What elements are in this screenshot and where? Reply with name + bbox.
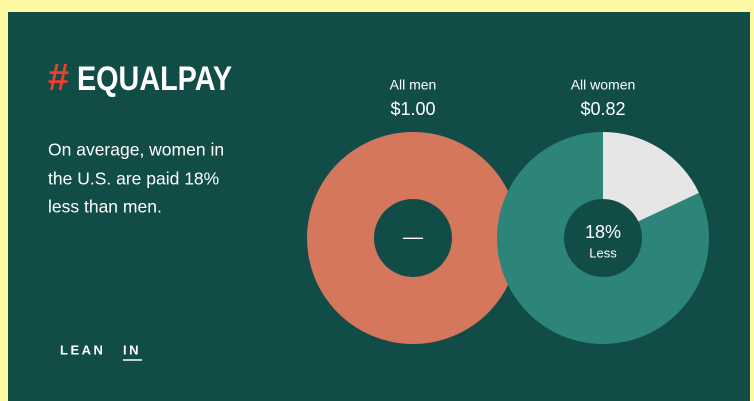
center-label: — xyxy=(403,226,423,248)
category-label: All men xyxy=(390,77,437,93)
intro-line: the U.S. are paid 18% xyxy=(48,169,219,189)
value-label: $0.82 xyxy=(580,99,625,119)
logo-in: IN xyxy=(123,342,141,357)
difference-caption: Less xyxy=(589,245,617,260)
title: EQUALPAY xyxy=(77,60,232,98)
donut-slice xyxy=(307,132,519,344)
intro-line: On average, women in xyxy=(48,140,224,160)
category-label: All women xyxy=(571,77,636,93)
difference-label: 18% xyxy=(585,222,621,242)
hash-mark: # xyxy=(48,57,69,99)
gap-slice xyxy=(603,132,699,222)
value-label: $1.00 xyxy=(390,99,435,119)
logo-lean: LEAN xyxy=(60,342,105,357)
intro-line: less than men. xyxy=(48,197,162,217)
donut-slice xyxy=(496,132,710,345)
